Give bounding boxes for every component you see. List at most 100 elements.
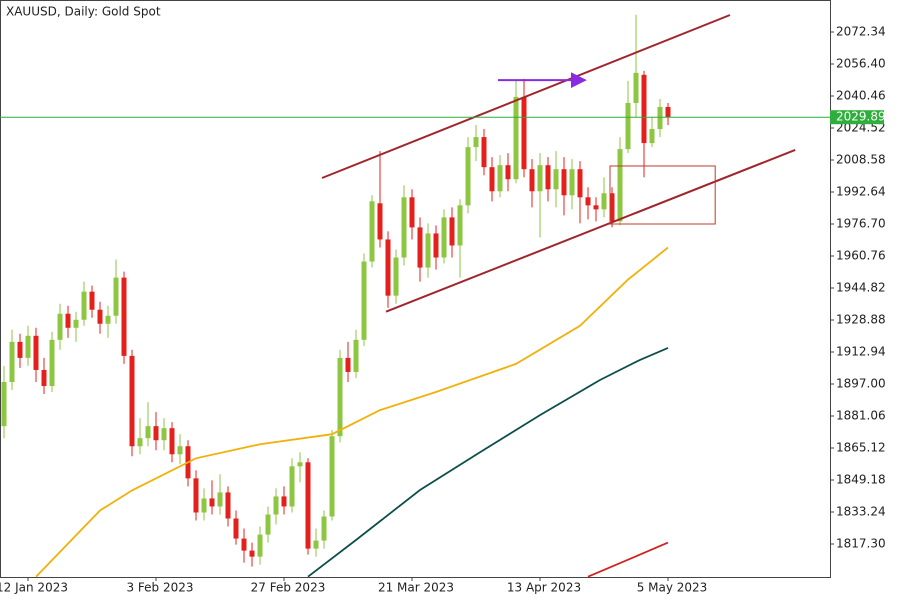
overlay-line (35, 246, 669, 578)
candle-body (345, 357, 351, 372)
y-tick-label: 1912.94 (836, 344, 886, 358)
candle-body (641, 74, 647, 144)
candle-body (161, 428, 167, 441)
candle-body (569, 169, 575, 196)
y-tick-label: 1928.88 (836, 312, 886, 326)
candle-body (633, 72, 639, 103)
candle-body (177, 446, 183, 455)
candle-body (281, 496, 287, 507)
candle-body (17, 341, 23, 358)
candle-body (49, 339, 55, 387)
candle-body (145, 426, 151, 439)
y-tick-label: 1849.18 (836, 472, 886, 486)
candle-body (361, 261, 367, 340)
candle-body (9, 341, 15, 382)
candle-body (521, 96, 527, 170)
candle-body (313, 540, 319, 549)
candle-body (289, 466, 295, 507)
candle-body (113, 277, 119, 316)
candle-body (417, 227, 423, 268)
candle-body (225, 492, 231, 519)
candle-body (505, 165, 511, 180)
chart-title: XAUUSD, Daily: Gold Spot (6, 5, 161, 19)
y-tick-label: 1881.06 (836, 408, 886, 422)
candle-body (249, 550, 255, 557)
x-tick-label: 13 Apr 2023 (507, 581, 581, 595)
candle-body (481, 137, 487, 168)
candle-body (121, 277, 127, 356)
candle-body (617, 149, 623, 222)
candle-body (529, 169, 535, 192)
y-tick-label: 1960.76 (836, 248, 886, 262)
y-tick-label: 2008.58 (836, 152, 886, 166)
candle-body (537, 165, 543, 192)
candle-body (401, 197, 407, 258)
candle-body (457, 205, 463, 246)
candle-body (305, 462, 311, 549)
candle-body (1, 381, 7, 427)
candle-body (297, 462, 303, 467)
candle-body (329, 436, 335, 517)
candle-body (585, 197, 591, 206)
candle-body (385, 239, 391, 296)
last-price-box (830, 110, 884, 125)
candle-body (25, 335, 31, 358)
candle-body (153, 426, 159, 441)
plot-frame (0, 0, 831, 578)
candle-body (425, 233, 431, 268)
candle-body (337, 357, 343, 437)
candle-body (601, 193, 607, 210)
candle-body (609, 193, 615, 222)
candle-body (649, 129, 655, 144)
y-tick-label: 1833.24 (836, 504, 886, 518)
last-price-label: 2029.89 (836, 110, 886, 124)
overlay-line (321, 14, 731, 179)
candle-body (473, 137, 479, 148)
y-tick-label: 2072.34 (836, 24, 886, 38)
overlay-line (587, 541, 669, 578)
candle-body (97, 309, 103, 324)
zone-box (609, 165, 716, 225)
candle-body (369, 201, 375, 262)
candle-body (129, 355, 135, 447)
candle-body (497, 165, 503, 192)
y-tick-label: 1865.12 (836, 440, 886, 454)
y-tick-label: 2056.40 (836, 56, 886, 70)
candle-body (241, 538, 247, 551)
candle-body (465, 147, 471, 206)
candle-body (81, 291, 87, 320)
candle-body (377, 203, 383, 240)
candle-body (409, 197, 415, 228)
candle-body (657, 106, 663, 130)
candle-body (265, 514, 271, 535)
y-tick-label: 1992.64 (836, 184, 886, 198)
x-tick-label: 12 Jan 2023 (0, 581, 68, 595)
candle-body (73, 319, 79, 328)
overlay-line (385, 148, 796, 313)
candle-body (489, 167, 495, 192)
candle-body (65, 313, 71, 328)
y-tick-label: 1944.82 (836, 280, 886, 294)
candle-body (89, 291, 95, 310)
candle-body (217, 492, 223, 507)
candle-body (433, 233, 439, 258)
y-tick-label: 2040.46 (836, 88, 886, 102)
candle-body (353, 339, 359, 372)
x-tick-label: 27 Feb 2023 (251, 581, 326, 595)
candle-body (273, 496, 279, 515)
candle-body (233, 518, 239, 539)
candle-body (169, 428, 175, 455)
x-tick-label: 3 Feb 2023 (126, 581, 193, 595)
candle-body (593, 205, 599, 210)
candle-body (257, 534, 263, 557)
candle-body (545, 165, 551, 190)
candle-body (393, 257, 399, 296)
candle-body (41, 369, 47, 387)
x-tick-label: 5 May 2023 (637, 581, 708, 595)
candle-body (137, 438, 143, 447)
y-tick-label: 1897.00 (836, 376, 886, 390)
candle-body (321, 516, 327, 541)
candle-body (553, 169, 559, 190)
candle-body (33, 335, 39, 370)
